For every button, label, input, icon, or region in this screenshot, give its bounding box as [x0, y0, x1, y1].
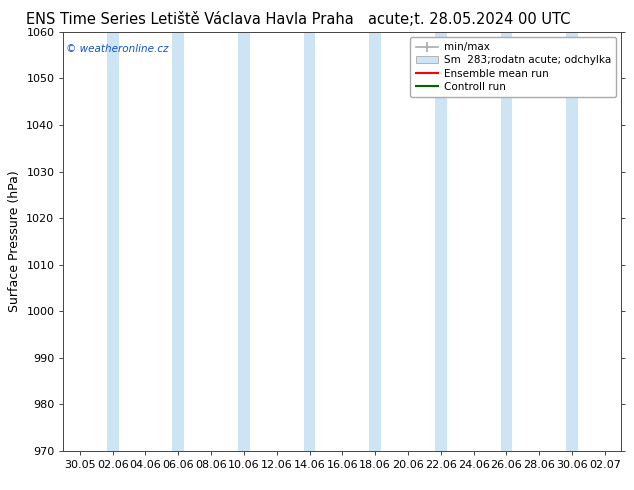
Text: © weatheronline.cz: © weatheronline.cz — [66, 45, 169, 54]
Y-axis label: Surface Pressure (hPa): Surface Pressure (hPa) — [8, 171, 21, 312]
Bar — [107, 32, 119, 451]
Bar — [501, 32, 512, 451]
Bar — [304, 32, 316, 451]
Legend: min/max, Sm  283;rodatn acute; odchylka, Ensemble mean run, Controll run: min/max, Sm 283;rodatn acute; odchylka, … — [410, 37, 616, 97]
Text: ENS Time Series Letiště Václava Havla Praha: ENS Time Series Letiště Václava Havla Pr… — [27, 12, 354, 27]
Bar — [172, 32, 184, 451]
Bar — [566, 32, 578, 451]
Bar — [369, 32, 381, 451]
Bar — [435, 32, 447, 451]
Text: acute;t. 28.05.2024 00 UTC: acute;t. 28.05.2024 00 UTC — [368, 12, 571, 27]
Bar — [238, 32, 250, 451]
